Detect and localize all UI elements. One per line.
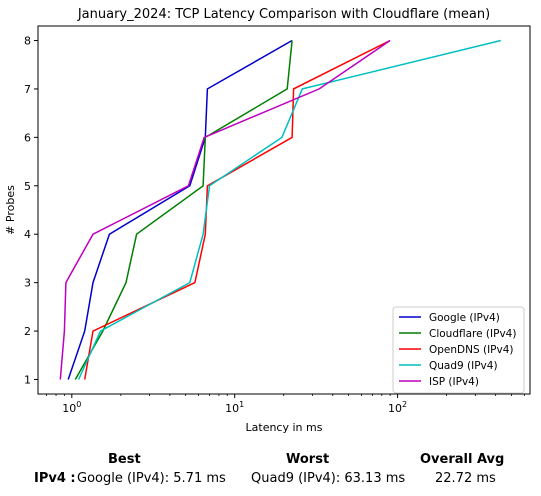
y-tick-label: 8 — [24, 35, 31, 48]
y-tick-label: 2 — [24, 325, 31, 338]
legend-label: Google (IPv4) — [429, 312, 500, 324]
legend-label: ISP (IPv4) — [429, 376, 479, 388]
y-tick-label: 4 — [24, 228, 31, 241]
y-tick-label: 7 — [24, 83, 31, 96]
y-tick-label: 1 — [24, 373, 31, 386]
legend-label: OpenDNS (IPv4) — [429, 344, 514, 356]
chart-title: January_2024: TCP Latency Comparison wit… — [77, 7, 490, 22]
x-tick-label: 100 — [62, 400, 81, 415]
legend-label: Cloudflare (IPv4) — [429, 328, 516, 340]
legend-box — [392, 306, 525, 394]
legend-label: Quad9 (IPv4) — [429, 360, 498, 372]
series-line — [59, 39, 391, 380]
y-axis-label: # Probes — [4, 185, 17, 235]
y-tick-label: 5 — [24, 180, 31, 193]
y-tick-label: 6 — [24, 131, 31, 144]
series-line — [74, 40, 293, 380]
x-tick-label: 101 — [225, 400, 244, 415]
legend: Google (IPv4) Cloudflare (IPv4) OpenDNS (I… — [392, 306, 525, 394]
x-axis-label: Latency in ms — [246, 421, 323, 434]
series-line — [67, 39, 293, 380]
y-tick-label: 3 — [24, 277, 31, 290]
x-tick-label: 102 — [388, 400, 407, 415]
